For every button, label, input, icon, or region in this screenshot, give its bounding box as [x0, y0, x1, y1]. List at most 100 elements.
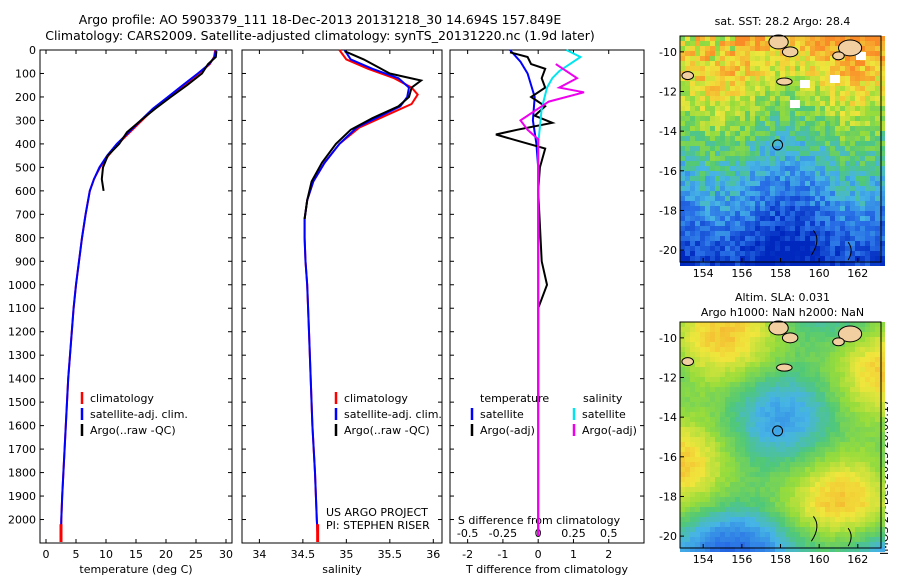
depth-tick-label: 1900 — [8, 490, 36, 503]
sst-map-cell — [715, 181, 720, 186]
sla-map-cell — [690, 452, 695, 457]
sst-map-cell — [770, 81, 775, 86]
sla-map-cell — [880, 537, 885, 542]
sst-map-cell — [725, 226, 730, 231]
sla-map-cell — [770, 442, 775, 447]
sla-map-cell — [815, 347, 820, 352]
sst-map-cell — [735, 161, 740, 166]
sla-map-cell — [820, 367, 825, 372]
sst-map-cell — [795, 156, 800, 161]
sla-map-cell — [745, 342, 750, 347]
sst-map-cell — [880, 71, 885, 76]
sla-map-cell — [730, 387, 735, 392]
sst-map-cell — [800, 116, 805, 121]
sst-map-cell — [710, 211, 715, 216]
sla-map-cell — [860, 347, 865, 352]
sst-map-cell — [680, 111, 685, 116]
sst-map-cell — [735, 241, 740, 246]
sla-map-cell — [805, 432, 810, 437]
argo-location-marker — [772, 139, 784, 151]
sst-map-cell — [730, 106, 735, 111]
sst-map-cell — [760, 146, 765, 151]
sla-map-cell — [755, 542, 760, 547]
sla-map-cell — [795, 492, 800, 497]
sla-map-cell — [695, 372, 700, 377]
sst-map-cell — [725, 81, 730, 86]
sla-map-cell — [715, 437, 720, 442]
sst-map-cell — [800, 181, 805, 186]
sla-map-cell — [880, 527, 885, 532]
sst-map-cell — [790, 36, 795, 41]
sla-map-cell — [820, 397, 825, 402]
sst-map-cell — [730, 126, 735, 131]
sla-map-cell — [790, 407, 795, 412]
sla-map-cell — [865, 412, 870, 417]
sst-map-cell — [695, 216, 700, 221]
sst-map-cell — [850, 221, 855, 226]
sst-map-cell — [690, 261, 695, 266]
sla-map-cell — [815, 372, 820, 377]
sst-map-cell — [745, 256, 750, 261]
land-patch — [832, 337, 845, 347]
sst-map-cell — [830, 211, 835, 216]
sst-map-cell — [760, 121, 765, 126]
sla-map-cell — [715, 527, 720, 532]
sla-map-cell — [755, 417, 760, 422]
sst-map-cell — [815, 141, 820, 146]
sla-map-cell — [690, 422, 695, 427]
sla-map-cell — [730, 442, 735, 447]
sst-map-cell — [740, 71, 745, 76]
sst-map-cell — [850, 76, 855, 81]
sla-map-cell — [870, 452, 875, 457]
sla-map-cell — [855, 527, 860, 532]
sla-map-cell — [725, 547, 730, 552]
sla-map-cell — [700, 442, 705, 447]
map-lon-label: 154 — [693, 267, 714, 280]
sla-map-cell — [790, 497, 795, 502]
sst-map-cell — [685, 241, 690, 246]
sst-map-cell — [780, 231, 785, 236]
sla-map-cell — [680, 497, 685, 502]
sla-map-cell — [785, 352, 790, 357]
sla-map-cell — [725, 492, 730, 497]
sst-map-cell — [850, 261, 855, 266]
sla-map-cell — [770, 457, 775, 462]
sla-map-cell — [860, 397, 865, 402]
sla-map-cell — [785, 372, 790, 377]
sst-map-cell — [685, 61, 690, 66]
sst-map-cell — [835, 191, 840, 196]
sst-map-cell — [785, 166, 790, 171]
map-lat-label: -20 — [659, 244, 677, 257]
sla-map-cell — [850, 357, 855, 362]
sst-map-cell — [805, 161, 810, 166]
sla-map-cell — [685, 532, 690, 537]
temperature-xtick-label: 20 — [159, 548, 173, 561]
sst-map-cell — [745, 96, 750, 101]
sst-map-cell — [870, 246, 875, 251]
land-patch — [768, 320, 789, 336]
sla-map-cell — [680, 432, 685, 437]
sla-map-cell — [755, 512, 760, 517]
sst-map-cell — [800, 106, 805, 111]
sst-map-cell — [700, 196, 705, 201]
sst-map-cell — [800, 121, 805, 126]
sla-map-cell — [700, 532, 705, 537]
sla-map-cell — [760, 442, 765, 447]
sla-map-cell — [705, 462, 710, 467]
sla-map-cell — [880, 457, 885, 462]
sst-map-cell — [745, 131, 750, 136]
sst-map-cell — [740, 146, 745, 151]
sla-map-cell — [795, 482, 800, 487]
sla-map-cell — [680, 352, 685, 357]
sst-map-cell — [690, 231, 695, 236]
sst-map-cell — [685, 151, 690, 156]
sst-map-cell — [775, 246, 780, 251]
sst-map-cell — [855, 201, 860, 206]
sla-map-cell — [730, 517, 735, 522]
sla-map-cell — [815, 392, 820, 397]
sst-map-cell — [855, 101, 860, 106]
sla-map-cell — [785, 472, 790, 477]
sst-map-cell — [730, 221, 735, 226]
sst-map-cell — [815, 66, 820, 71]
sla-map-cell — [790, 342, 795, 347]
